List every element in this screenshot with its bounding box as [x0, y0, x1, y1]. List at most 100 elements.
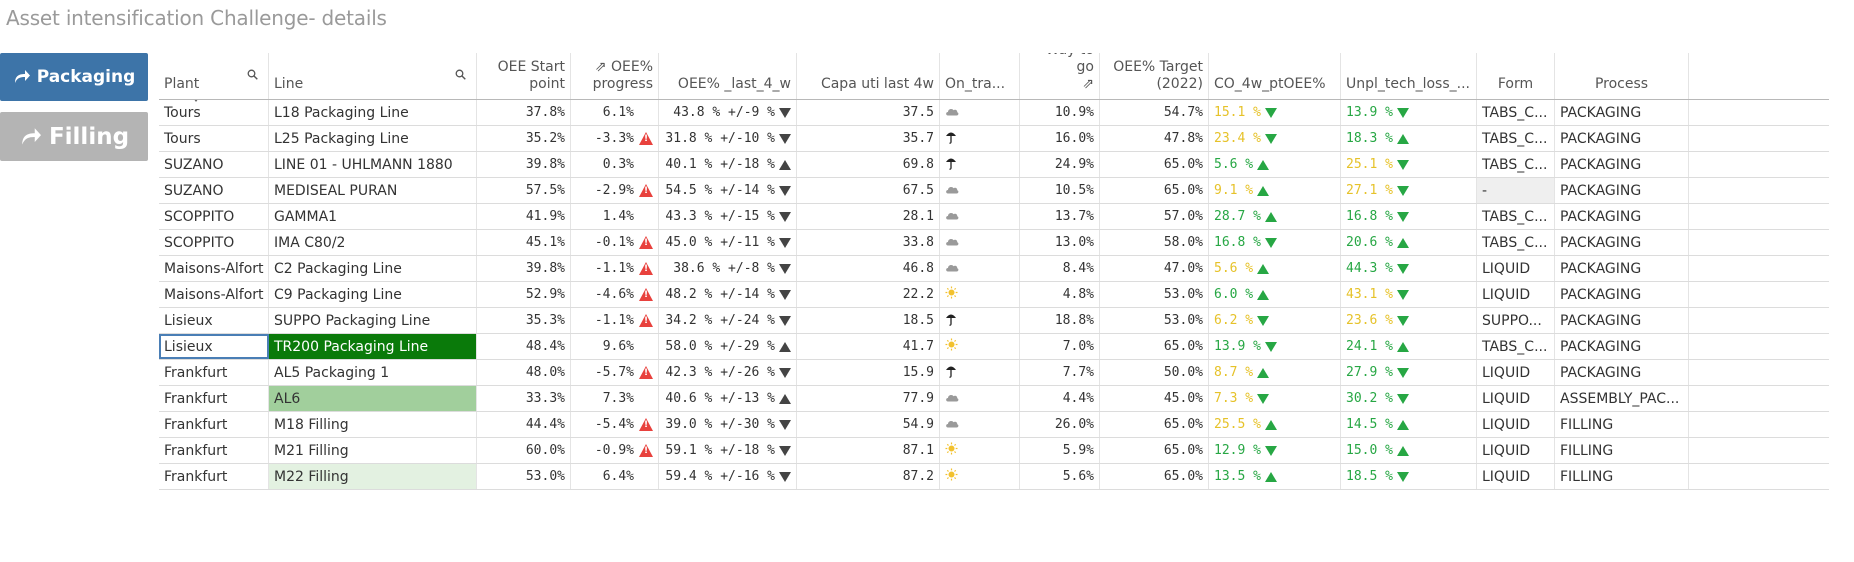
column-header-oee_target[interactable]: OEE% Target (2022): [1100, 53, 1209, 99]
cell-plant[interactable]: Lisieux: [159, 308, 269, 333]
table-row[interactable]: Maisons-Alfort C9 Packaging Line 52.9% -4.6…: [159, 282, 1829, 308]
table-row[interactable]: Frankfurt M21 Filling 60.0% -0.9% 59.1 % +/-…: [159, 438, 1829, 464]
cell-line[interactable]: C2 Packaging Line: [269, 256, 477, 281]
cell-line[interactable]: L25 Packaging Line: [269, 126, 477, 151]
cell-plant[interactable]: Frankfurt: [159, 386, 269, 411]
table-row[interactable]: SCOPPITO GAMMA1 41.9% 1.4% 43.3 % +/-15 % 28.…: [159, 204, 1829, 230]
column-header-line[interactable]: Line: [269, 53, 477, 99]
line-name: LINE 01 - UHLMANN 1880: [274, 156, 453, 173]
cell-line[interactable]: M21 Filling: [269, 438, 477, 463]
cell-form[interactable]: TABS_C...: [1477, 230, 1555, 255]
table-row[interactable]: Frankfurt AL5 Packaging 1 48.0% -5.7% 42.3 %…: [159, 360, 1829, 386]
cell-form[interactable]: TABS_C...: [1477, 204, 1555, 229]
table-row[interactable]: Frankfurt M18 Filling 44.4% -5.4% 39.0 % +/-…: [159, 412, 1829, 438]
table-row[interactable]: SUZANO LINE 01 - UHLMANN 1880 39.8% 0.3% 40.…: [159, 152, 1829, 178]
cell-line[interactable]: TR200 Packaging Line: [269, 334, 477, 359]
column-header-process[interactable]: Process: [1555, 53, 1689, 99]
cell-process[interactable]: PACKAGING: [1555, 282, 1689, 307]
column-header-oee_progress[interactable]: ⇗ OEE% progress: [571, 53, 659, 99]
cell-process[interactable]: ASSEMBLY_PAC...: [1555, 386, 1689, 411]
cell-line[interactable]: L18 Packaging Line: [269, 100, 477, 125]
form-value: LIQUID: [1482, 364, 1531, 381]
table-row[interactable]: SCOPPITO IMA C80/2 45.1% -0.1% 45.0 % +/-11 …: [159, 230, 1829, 256]
table-row[interactable]: SUZANO MEDISEAL PURAN 57.5% -2.9% 54.5 % +/-…: [159, 178, 1829, 204]
cell-process[interactable]: FILLING: [1555, 464, 1689, 489]
cell-line[interactable]: MEDISEAL PURAN: [269, 178, 477, 203]
cell-plant[interactable]: SCOPPITO: [159, 230, 269, 255]
cell-line[interactable]: GAMMA1: [269, 204, 477, 229]
cell-plant[interactable]: Frankfurt: [159, 412, 269, 437]
cell-line[interactable]: M22 Filling: [269, 464, 477, 489]
cell-on-track: [940, 204, 1020, 229]
column-header-form[interactable]: Form: [1477, 53, 1555, 99]
cell-line[interactable]: C9 Packaging Line: [269, 282, 477, 307]
column-header-unpl[interactable]: Unpl_tech_loss_...: [1341, 53, 1477, 99]
cell-plant[interactable]: Maisons-Alfort: [159, 282, 269, 307]
search-icon[interactable]: [455, 68, 466, 85]
way-to-go-value: 5.9%: [1062, 443, 1094, 458]
cell-form[interactable]: LIQUID: [1477, 438, 1555, 463]
cell-process[interactable]: PACKAGING: [1555, 308, 1689, 333]
column-header-co_4w[interactable]: CO_4w_ptOEE%: [1209, 53, 1341, 99]
column-header-capa[interactable]: Capa uti last 4w: [797, 53, 940, 99]
table-row[interactable]: Tours L18 Packaging Line 37.8% 6.1% 43.8 % +…: [159, 100, 1829, 126]
cell-line[interactable]: AL6: [269, 386, 477, 411]
table-row[interactable]: Maisons-Alfort C2 Packaging Line 39.8% -1.1…: [159, 256, 1829, 282]
table-row[interactable]: Frankfurt M22 Filling 53.0% 6.4% 59.4 % +/-1…: [159, 464, 1829, 490]
trend-down-icon: [779, 107, 791, 118]
cell-process[interactable]: PACKAGING: [1555, 256, 1689, 281]
trend-up-icon: [1257, 289, 1270, 300]
cell-form[interactable]: LIQUID: [1477, 464, 1555, 489]
cell-process[interactable]: PACKAGING: [1555, 230, 1689, 255]
cell-plant[interactable]: Frankfurt: [159, 464, 269, 489]
packaging-nav-button[interactable]: Packaging: [0, 53, 148, 101]
filling-nav-button[interactable]: Filling: [0, 112, 148, 161]
cell-plant[interactable]: Frankfurt: [159, 438, 269, 463]
cell-form[interactable]: LIQUID: [1477, 256, 1555, 281]
cell-line[interactable]: IMA C80/2: [269, 230, 477, 255]
cell-form[interactable]: TABS_C...: [1477, 126, 1555, 151]
cell-plant[interactable]: SUZANO: [159, 178, 269, 203]
cell-plant[interactable]: SUZANO: [159, 152, 269, 177]
cell-process[interactable]: PACKAGING: [1555, 100, 1689, 125]
column-header-plant[interactable]: Plant: [159, 53, 269, 99]
column-header-oee_start[interactable]: OEE Start point: [477, 53, 571, 99]
cell-process[interactable]: PACKAGING: [1555, 126, 1689, 151]
cell-process[interactable]: PACKAGING: [1555, 152, 1689, 177]
cell-plant[interactable]: Maisons-Alfort: [159, 256, 269, 281]
cell-process[interactable]: PACKAGING: [1555, 204, 1689, 229]
cell-process[interactable]: PACKAGING: [1555, 334, 1689, 359]
cell-form[interactable]: LIQUID: [1477, 412, 1555, 437]
column-header-way_to_go[interactable]: Way to go ⇗: [1020, 53, 1100, 99]
cell-process[interactable]: FILLING: [1555, 412, 1689, 437]
cell-line[interactable]: AL5 Packaging 1: [269, 360, 477, 385]
cell-plant[interactable]: Lisieux: [159, 334, 269, 359]
cell-form[interactable]: LIQUID: [1477, 386, 1555, 411]
cell-form[interactable]: TABS_C...: [1477, 334, 1555, 359]
cell-plant[interactable]: Tours: [159, 100, 269, 125]
table-row[interactable]: Lisieux TR200 Packaging Line 48.4% 9.6% 58.0…: [159, 334, 1829, 360]
cell-form[interactable]: LIQUID: [1477, 282, 1555, 307]
column-header-oee_last4[interactable]: OEE% _last_4_w: [659, 53, 797, 99]
table-row[interactable]: Frankfurt AL6 33.3% 7.3% 40.6 % +/-13 % 77.9 4…: [159, 386, 1829, 412]
cell-plant[interactable]: Tours: [159, 126, 269, 151]
cell-form[interactable]: LIQUID: [1477, 360, 1555, 385]
cell-form[interactable]: -: [1477, 178, 1555, 203]
cell-form[interactable]: TABS_C...: [1477, 152, 1555, 177]
column-header-extra[interactable]: [1689, 53, 1829, 99]
column-header-on_track[interactable]: On_tra...: [940, 53, 1020, 99]
cell-process[interactable]: PACKAGING: [1555, 360, 1689, 385]
table-row[interactable]: Lisieux SUPPO Packaging Line 35.3% -1.1% 34.…: [159, 308, 1829, 334]
progress-value: -4.6%: [594, 287, 634, 302]
cell-plant[interactable]: SCOPPITO: [159, 204, 269, 229]
search-icon[interactable]: [247, 68, 258, 85]
cell-process[interactable]: FILLING: [1555, 438, 1689, 463]
cell-line[interactable]: SUPPO Packaging Line: [269, 308, 477, 333]
cell-line[interactable]: M18 Filling: [269, 412, 477, 437]
cell-line[interactable]: LINE 01 - UHLMANN 1880: [269, 152, 477, 177]
cell-process[interactable]: PACKAGING: [1555, 178, 1689, 203]
cell-form[interactable]: TABS_C...: [1477, 100, 1555, 125]
cell-form[interactable]: SUPPO...: [1477, 308, 1555, 333]
table-row[interactable]: Tours L25 Packaging Line 35.2% -3.3% 31.8 % …: [159, 126, 1829, 152]
cell-plant[interactable]: Frankfurt: [159, 360, 269, 385]
